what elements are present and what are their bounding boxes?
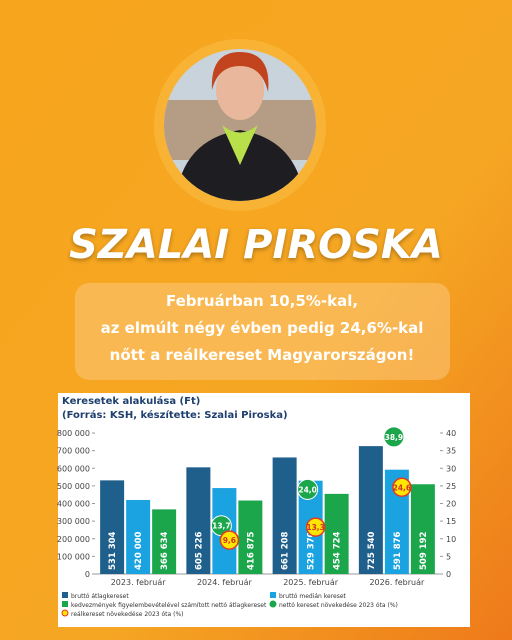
legend-swatch bbox=[61, 609, 69, 617]
marker-label: 9,6 bbox=[223, 536, 236, 545]
y2-tick-label: 10 bbox=[446, 535, 456, 544]
marker-label: 38,9 bbox=[385, 433, 404, 442]
bar-value-label: 416 875 bbox=[246, 531, 256, 570]
marker-label: 13,3 bbox=[306, 523, 325, 532]
bar-value-label: 366 634 bbox=[160, 531, 170, 570]
bar-value-label: 591 876 bbox=[393, 531, 403, 570]
text-line: nőtt a reálkereset Magyarországon! bbox=[110, 346, 415, 364]
marker bbox=[305, 517, 326, 537]
y-tick-label: 200 000 bbox=[57, 535, 90, 544]
legend-swatch bbox=[62, 592, 68, 598]
legend-label: bruttó medián kereset bbox=[279, 593, 347, 600]
legend-label: bruttó átlagkereset bbox=[71, 593, 129, 600]
chart-title: Keresetek alakulása (Ft) bbox=[62, 395, 200, 407]
headline: SZALAI PIROSKA bbox=[69, 222, 443, 268]
y2-tick-label: 30 bbox=[446, 464, 456, 473]
marker bbox=[219, 530, 240, 550]
bar bbox=[238, 500, 263, 574]
y-tick-label: 100 000 bbox=[57, 552, 90, 561]
legend-label: nettó kereset növekedése 2023 óta (%) bbox=[279, 602, 398, 609]
marker bbox=[297, 478, 319, 500]
y2-tick-label: 25 bbox=[446, 482, 456, 491]
bar bbox=[410, 484, 435, 574]
bar bbox=[186, 467, 211, 574]
bar-value-label: 725 540 bbox=[367, 531, 377, 570]
y2-tick-label: 35 bbox=[446, 447, 456, 456]
text-box bbox=[75, 283, 450, 380]
text-line: az elmúlt négy évben pedig 24,6%-kal bbox=[101, 319, 424, 337]
bar-value-label: 605 226 bbox=[194, 531, 204, 570]
marker bbox=[383, 426, 405, 448]
marker-label: 24,6 bbox=[393, 483, 412, 492]
y-tick-label: 0 bbox=[85, 570, 90, 579]
bar-value-label: 661 208 bbox=[281, 531, 291, 570]
legend-swatch bbox=[269, 600, 277, 608]
bar bbox=[126, 499, 151, 574]
y-tick-label: 600 000 bbox=[57, 464, 90, 473]
y2-tick-label: 5 bbox=[446, 552, 451, 561]
marker-label: 13,7 bbox=[212, 522, 231, 531]
text-line: Februárban 10,5%-kal, bbox=[166, 292, 358, 310]
y2-tick-label: 20 bbox=[446, 500, 456, 509]
marker bbox=[392, 477, 412, 498]
bar bbox=[272, 457, 297, 574]
legend-swatch bbox=[270, 592, 276, 598]
chart-subtitle: (Forrás: KSH, készítette: Szalai Piroska… bbox=[62, 409, 288, 421]
x-tick-label: 2026. február bbox=[369, 578, 425, 587]
x-tick-label: 2025. február bbox=[283, 578, 339, 587]
bar bbox=[358, 446, 383, 574]
text-block: Februárban 10,5%-kal, az elmúlt négy évbe… bbox=[101, 292, 424, 364]
bar bbox=[100, 480, 125, 574]
y2-tick-label: 40 bbox=[446, 429, 456, 438]
y-tick-label: 700 000 bbox=[57, 447, 90, 456]
y-tick-label: 400 000 bbox=[57, 500, 90, 509]
legend-label: kedvezmények figyelembevételével számíto… bbox=[71, 602, 267, 609]
y-tick-label: 300 000 bbox=[57, 517, 90, 526]
legend-label: reálkereset növekedése 2023 óta (%) bbox=[71, 611, 184, 618]
y2-tick-label: 15 bbox=[446, 517, 456, 526]
bar-value-label: 420 000 bbox=[134, 531, 144, 570]
bar-value-label: 531 304 bbox=[108, 531, 118, 570]
y2-tick-label: 0 bbox=[446, 570, 451, 579]
bar-value-label: 454 724 bbox=[333, 531, 343, 570]
bar-value-label: 529 370 bbox=[307, 531, 317, 570]
photo bbox=[164, 49, 316, 201]
y-tick-label: 500 000 bbox=[57, 482, 90, 491]
legend-swatch bbox=[62, 601, 68, 607]
bar-value-label: 509 192 bbox=[419, 531, 429, 570]
y-tick-label: 800 000 bbox=[57, 429, 90, 438]
marker-label: 24,0 bbox=[298, 485, 317, 494]
bar bbox=[152, 509, 177, 574]
x-tick-label: 2023. február bbox=[111, 578, 167, 587]
x-tick-label: 2024. február bbox=[197, 578, 253, 587]
bar bbox=[324, 493, 349, 574]
